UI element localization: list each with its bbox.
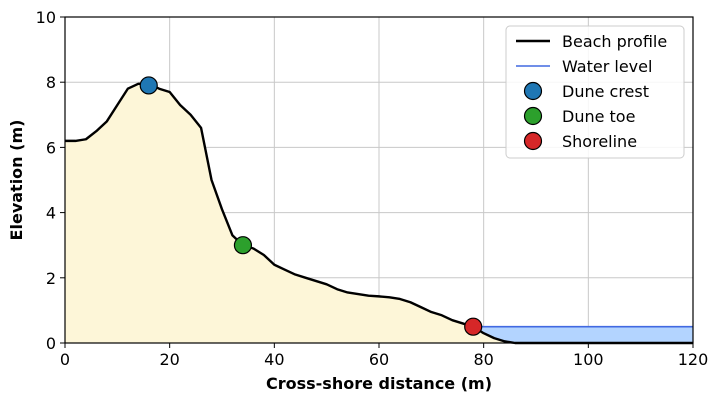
y-tick-label: 8 [46, 73, 56, 92]
x-tick-label: 0 [60, 350, 70, 369]
x-tick-label: 120 [678, 350, 709, 369]
y-axis-label: Elevation (m) [7, 120, 26, 241]
legend-swatch-marker [523, 131, 543, 151]
x-tick-label: 20 [159, 350, 179, 369]
legend-label: Beach profile [562, 32, 667, 51]
x-tick-label: 80 [473, 350, 493, 369]
legend-swatch-marker [523, 106, 543, 126]
fills [65, 83, 693, 343]
markers [139, 76, 483, 336]
x-tick-label: 60 [369, 350, 389, 369]
water-fill [473, 326, 693, 343]
legend-label: Dune crest [562, 82, 649, 101]
ticks: 0 20 40 60 80 100 120 0 2 4 6 8 10 [36, 8, 709, 369]
sand-fill [65, 83, 693, 343]
legend-box [505, 25, 685, 159]
x-tick-label: 100 [573, 350, 604, 369]
y-tick-label: 6 [46, 138, 56, 157]
y-tick-label: 0 [46, 334, 56, 353]
shoreline-marker [464, 317, 483, 336]
legend-label: Water level [562, 57, 652, 76]
y-tick-label: 10 [36, 8, 56, 27]
x-tick-label: 40 [264, 350, 284, 369]
y-tick-label: 2 [46, 269, 56, 288]
y-tick-label: 4 [46, 204, 56, 223]
x-axis-label: Cross-shore distance (m) [266, 374, 492, 393]
legend-swatch-marker [523, 81, 543, 101]
dune-toe-marker [233, 236, 253, 255]
legend: Beach profile Water level Dune crest Dune t… [505, 25, 685, 159]
legend-label: Dune toe [562, 107, 635, 126]
dune-crest-marker [139, 76, 158, 95]
legend-label: Shoreline [562, 132, 637, 151]
